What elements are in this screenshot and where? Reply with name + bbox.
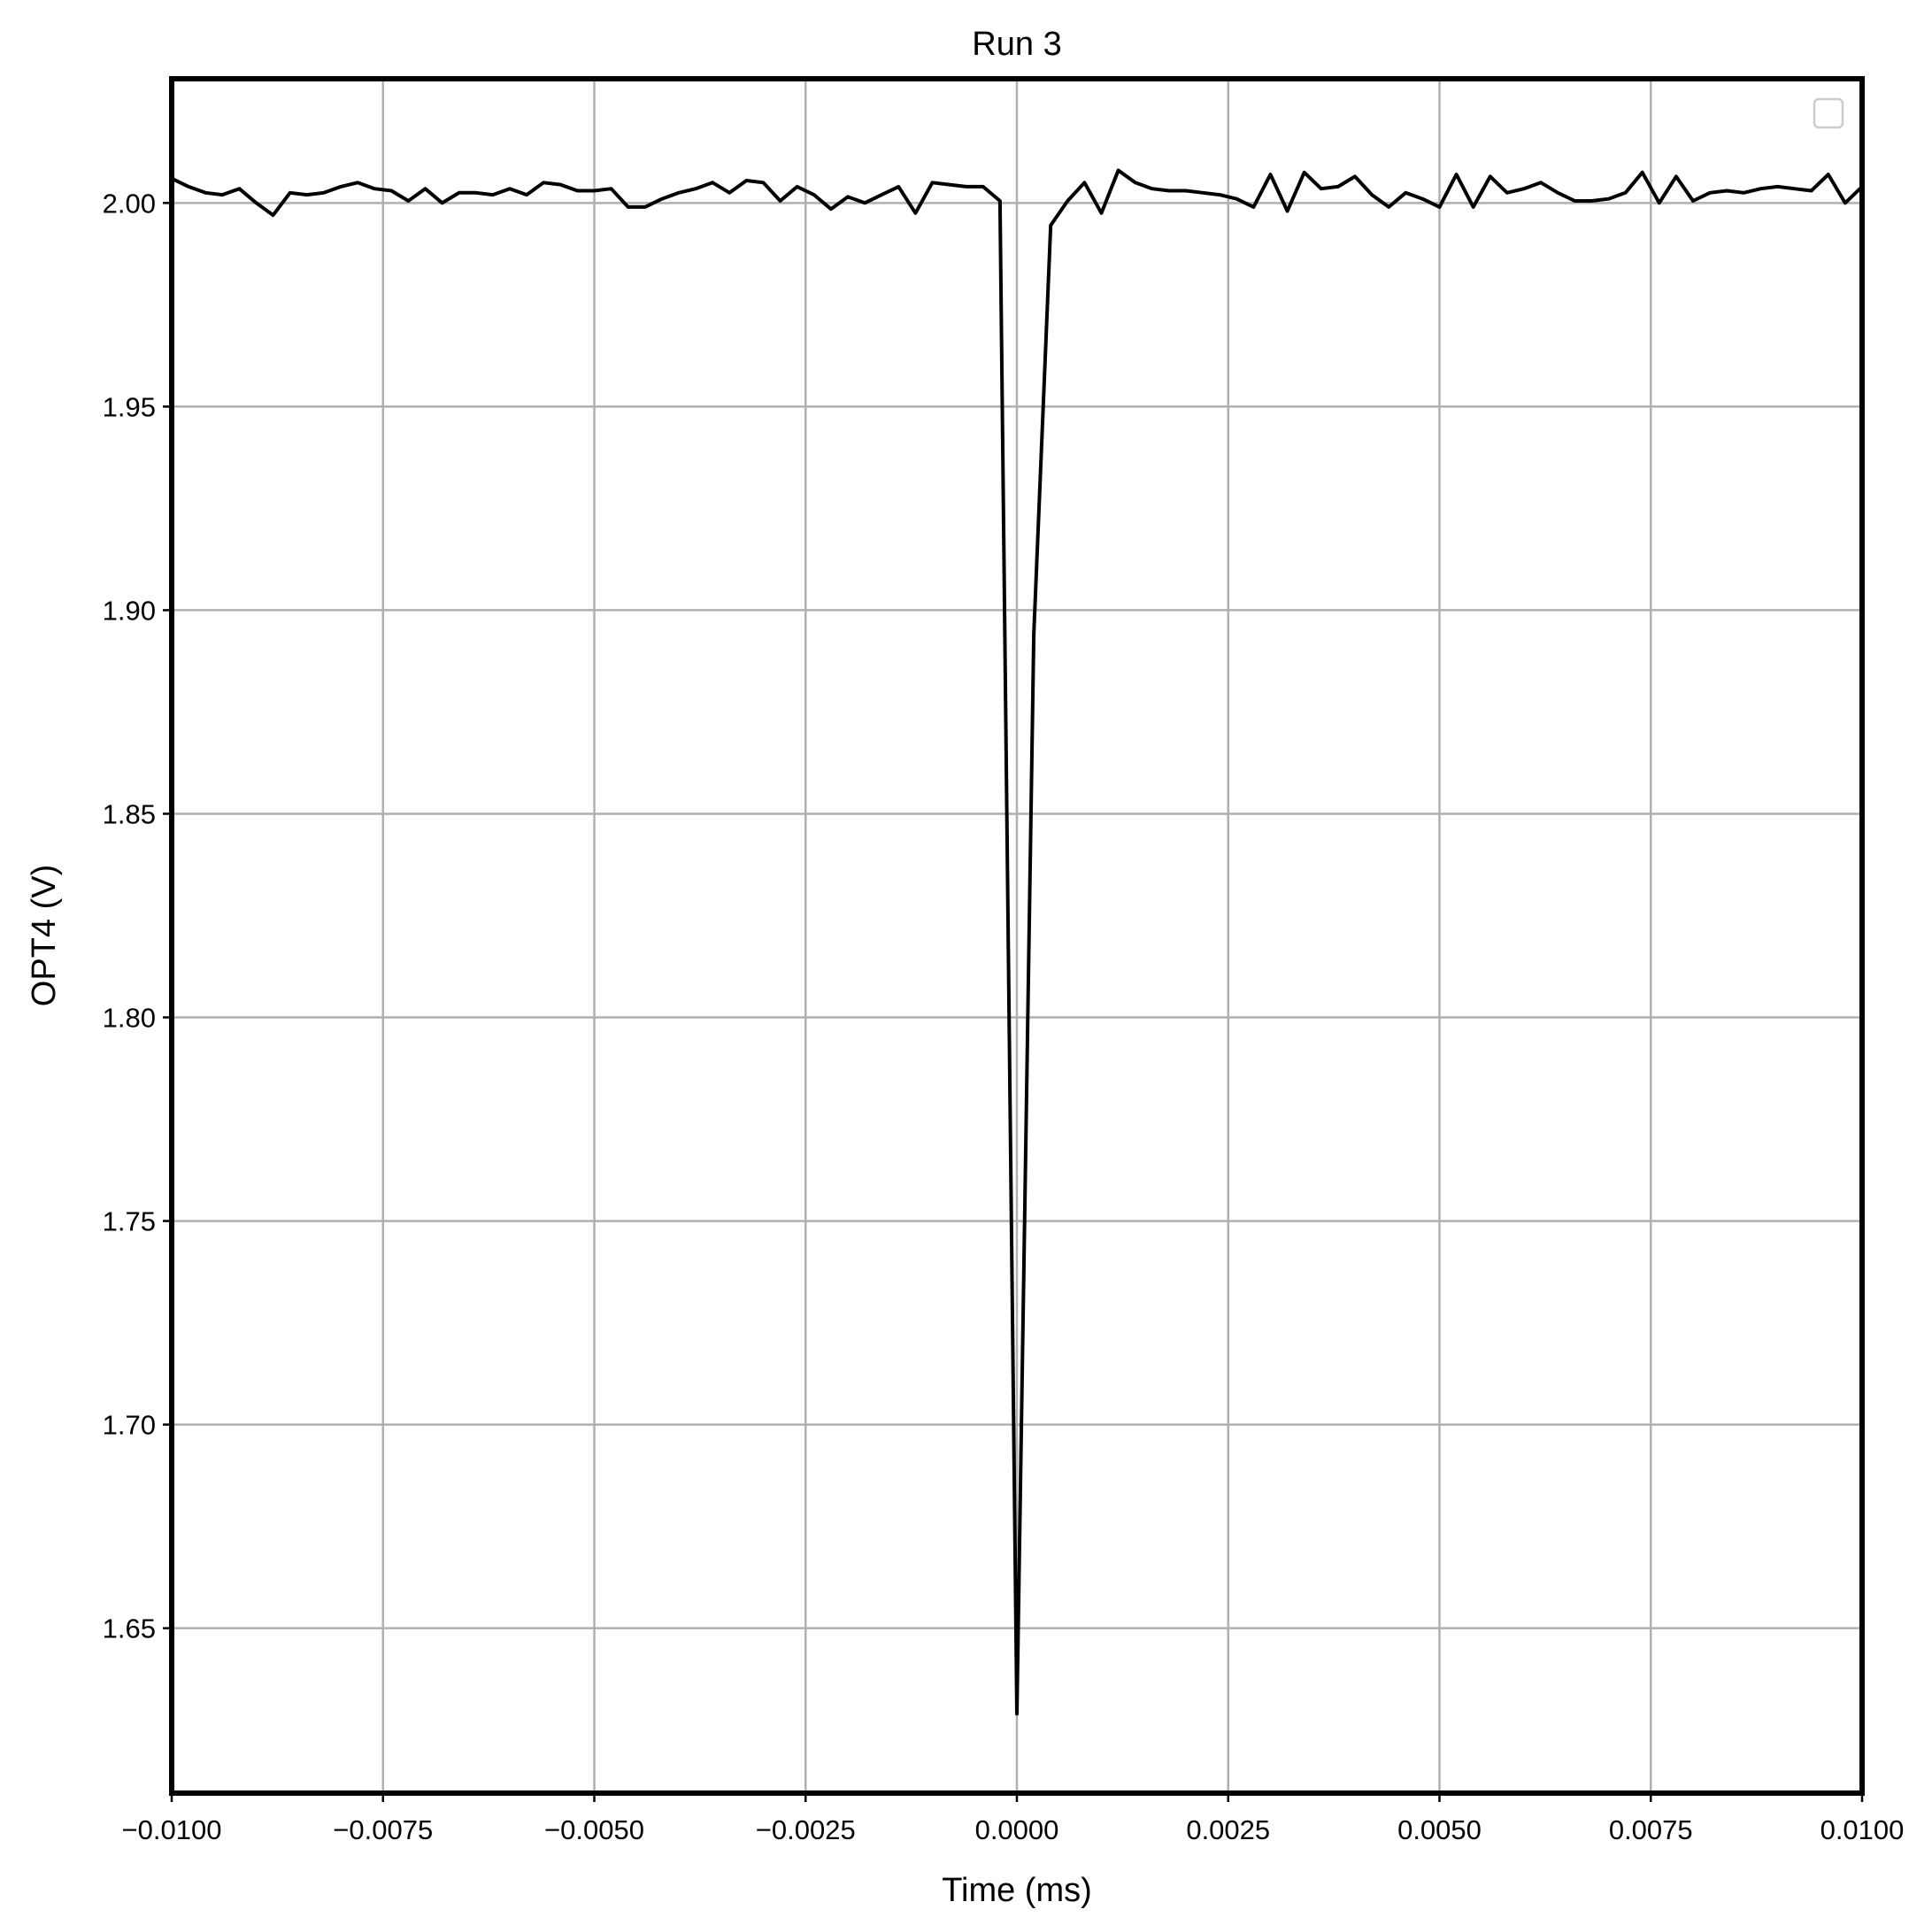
x-tick-label: 0.0000 [975, 1814, 1059, 1845]
x-tick-label: 0.0050 [1397, 1814, 1482, 1845]
x-tick-label: 0.0075 [1609, 1814, 1693, 1845]
series-layer [171, 168, 1864, 1716]
x-tick-label: −0.0100 [122, 1814, 222, 1845]
x-tick-label: 0.0100 [1820, 1814, 1905, 1845]
y-axis-label: OPT4 (V) [26, 865, 63, 1006]
y-tick-label: 1.70 [103, 1410, 156, 1441]
x-tick-label: −0.0075 [333, 1814, 433, 1845]
x-tick-label: 0.0025 [1186, 1814, 1270, 1845]
y-tick-label: 1.85 [103, 798, 156, 829]
grid [170, 79, 1864, 1793]
x-axis-label: Time (ms) [942, 1872, 1092, 1909]
ticks: −0.0100 −0.0075 −0.0050 −0.0025 0.0000 0.0025… [103, 188, 1905, 1845]
series-line [171, 168, 1864, 1716]
y-tick-label: 1.80 [103, 1003, 156, 1034]
y-tick-label: 1.90 [103, 595, 156, 626]
legend-box [1813, 97, 1844, 129]
x-tick-label: −0.0025 [756, 1814, 856, 1845]
chart-title: Run 3 [972, 26, 1061, 63]
y-tick-label: 1.75 [103, 1206, 156, 1237]
legend-frame [1813, 97, 1844, 129]
y-tick-label: 1.95 [103, 391, 156, 422]
y-tick-label: 1.65 [103, 1613, 156, 1644]
y-tick-label: 2.00 [103, 188, 156, 219]
x-tick-label: −0.0050 [544, 1814, 644, 1845]
